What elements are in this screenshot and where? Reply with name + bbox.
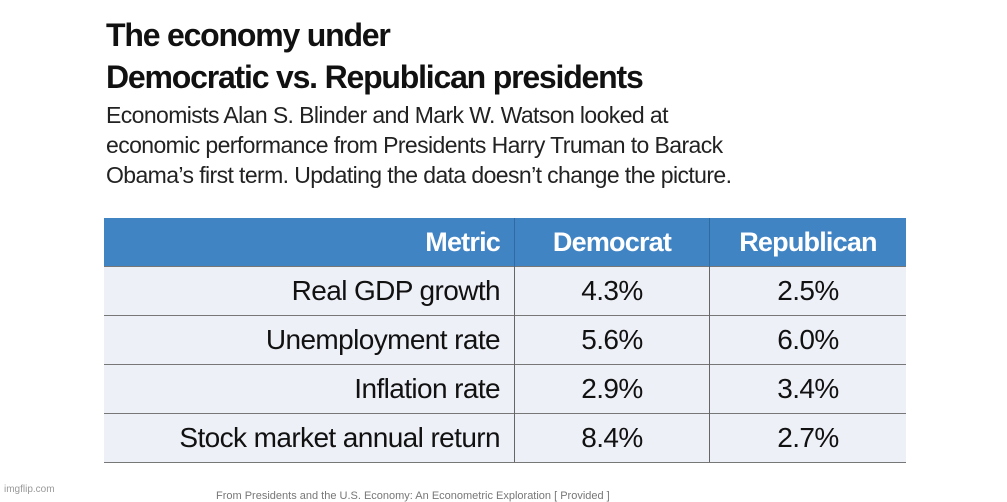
subtitle-line-3: Obama’s first term. Updating the data do… [106,162,732,188]
subtitle-line-1: Economists Alan S. Blinder and Mark W. W… [106,102,668,128]
headline-line-1: The economy under [106,17,391,53]
democrat-cell: 8.4% [514,413,710,463]
table-row: Inflation rate 2.9% 3.4% [104,364,906,414]
metric-cell: Unemployment rate [104,315,515,365]
democrat-cell: 2.9% [514,364,710,414]
subtitle-line-2: economic performance from Presidents Har… [106,132,723,158]
header-democrat: Democrat [514,218,710,267]
metric-cell: Real GDP growth [104,266,515,316]
table-row: Unemployment rate 5.6% 6.0% [104,315,906,365]
republican-cell: 3.4% [709,364,906,414]
comparison-table: Metric Democrat Republican Real GDP grow… [104,218,906,463]
header-metric: Metric [104,218,515,267]
democrat-cell: 5.6% [514,315,710,365]
republican-cell: 6.0% [709,315,906,365]
table-row: Real GDP growth 4.3% 2.5% [104,266,906,316]
source-credit: From Presidents and the U.S. Economy: An… [216,490,610,502]
republican-cell: 2.5% [709,266,906,316]
imgflip-watermark: imgflip.com [4,484,55,495]
metric-cell: Inflation rate [104,364,515,414]
table-row: Stock market annual return 8.4% 2.7% [104,413,906,463]
header-republican: Republican [709,218,906,267]
subtitle: Economists Alan S. Blinder and Mark W. W… [106,100,732,190]
headline: The economy under Democratic vs. Republi… [106,14,644,98]
table-header-row: Metric Democrat Republican [104,218,906,267]
headline-line-2: Democratic vs. Republican presidents [106,59,644,95]
democrat-cell: 4.3% [514,266,710,316]
metric-cell: Stock market annual return [104,413,515,463]
republican-cell: 2.7% [709,413,906,463]
